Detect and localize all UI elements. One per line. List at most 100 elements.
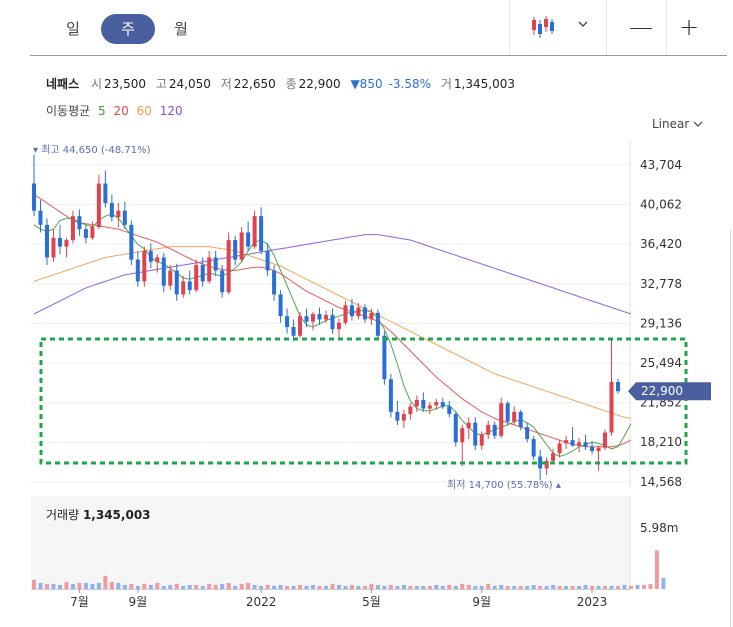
candle-body [564,440,569,444]
candle-body [142,250,147,282]
volume-bar [583,584,588,589]
volume-bar [590,585,595,589]
candlestick-icon[interactable] [530,14,556,40]
low-label: 저 [220,77,232,91]
volume-bar [174,583,179,589]
candle-body [447,406,452,415]
candle-body [44,224,49,258]
candle-body [336,322,341,330]
volume-bar [330,583,335,589]
x-axis-label: 9월 [472,595,491,609]
tab-daily[interactable]: 일 [66,20,80,38]
candle-body [239,232,244,260]
volume-bar [473,585,478,589]
volume-bar [505,585,510,589]
candle-body [122,210,127,225]
candle-body [70,216,75,241]
volume-bar [486,583,491,589]
candle-body [291,327,296,336]
volume-title-value: 1,345,003 [82,508,151,522]
volume-bar [388,584,393,589]
zoom-in-button[interactable]: + [678,13,700,41]
candle-body [90,227,95,238]
volume-bar [259,585,264,589]
candle-body [226,240,231,293]
candle-body [414,399,419,407]
ma-5-line [33,213,632,458]
panel-border [730,230,731,627]
volume-bar [304,585,309,589]
volume-bar [440,585,445,589]
candle-body [551,453,556,461]
tab-weekly[interactable]: 주 [101,14,155,44]
candle-body [466,422,471,429]
candle-body [330,315,335,330]
toolbar-divider [666,0,667,55]
volume-bar [161,585,166,589]
candle-body [304,316,309,322]
price-change-pct: -3.58% [388,77,432,91]
chevron-down-icon[interactable] [578,18,588,31]
price-tick-label: 40,062 [640,198,682,212]
candle-body [207,257,212,282]
candle-body [181,281,186,295]
volume-bar [603,585,608,589]
volume-bar [57,584,62,589]
candle-body [265,250,270,271]
candle-body [83,229,88,238]
ma-120-label[interactable]: 120 [159,104,183,118]
candle-body [187,281,192,291]
current-price-tag [628,382,711,401]
volume-bar [272,585,277,589]
volume-bar [51,583,56,589]
price-tick-label: 18,210 [640,435,682,449]
volume-bar [252,584,257,589]
open-label: 시 [90,77,102,91]
chart-toolbar: 일 주 월 — + [0,0,733,56]
volume-bar [31,579,37,589]
volume-bar [90,583,95,589]
volume-bar [135,585,140,589]
volume-bar [551,584,556,589]
volume-bar [648,583,653,589]
candle-body [596,447,601,452]
volume-bar [570,585,575,589]
tab-monthly[interactable]: 월 [174,20,188,38]
ma-5-label[interactable]: 5 [98,104,106,118]
volume-bar [635,584,640,589]
ma-20-label[interactable]: 20 [113,104,129,118]
candle-body [434,402,439,406]
candle-body [278,294,283,317]
ma-60-label[interactable]: 60 [136,104,152,118]
x-axis-label: 7월 [70,595,89,609]
candle-body [317,314,322,320]
candle-body [544,460,549,469]
volume-value: 1,345,003 [453,77,515,91]
volume-bar [609,585,614,589]
price-tick-label: 43,704 [640,158,682,172]
volume-bar [641,584,646,589]
candle-body [77,216,82,230]
price-tick-label: 25,494 [640,356,682,370]
volume-title: 거래량 1,345,003 [46,506,151,523]
volume-bar [343,585,348,589]
candle-body [233,240,238,260]
min-price-annotation: 최저 14,700 (55.78%) ▴ [447,479,561,491]
scale-mode-select[interactable]: Linear [652,117,703,131]
candle-body [31,183,37,211]
candle-body [375,312,380,336]
ma-120-line [33,234,632,315]
zoom-out-button[interactable]: — [629,13,653,41]
volume-bar [194,584,199,589]
candle-body [486,424,491,435]
volume-bar [200,585,205,589]
volume-bar [278,584,283,589]
candle-body [603,432,608,448]
candle-body [272,270,277,295]
toolbar-divider [606,0,607,55]
volume-bar [109,581,114,589]
volume-bar [512,585,517,589]
volume-bar [596,585,601,589]
candle-body [298,316,303,336]
